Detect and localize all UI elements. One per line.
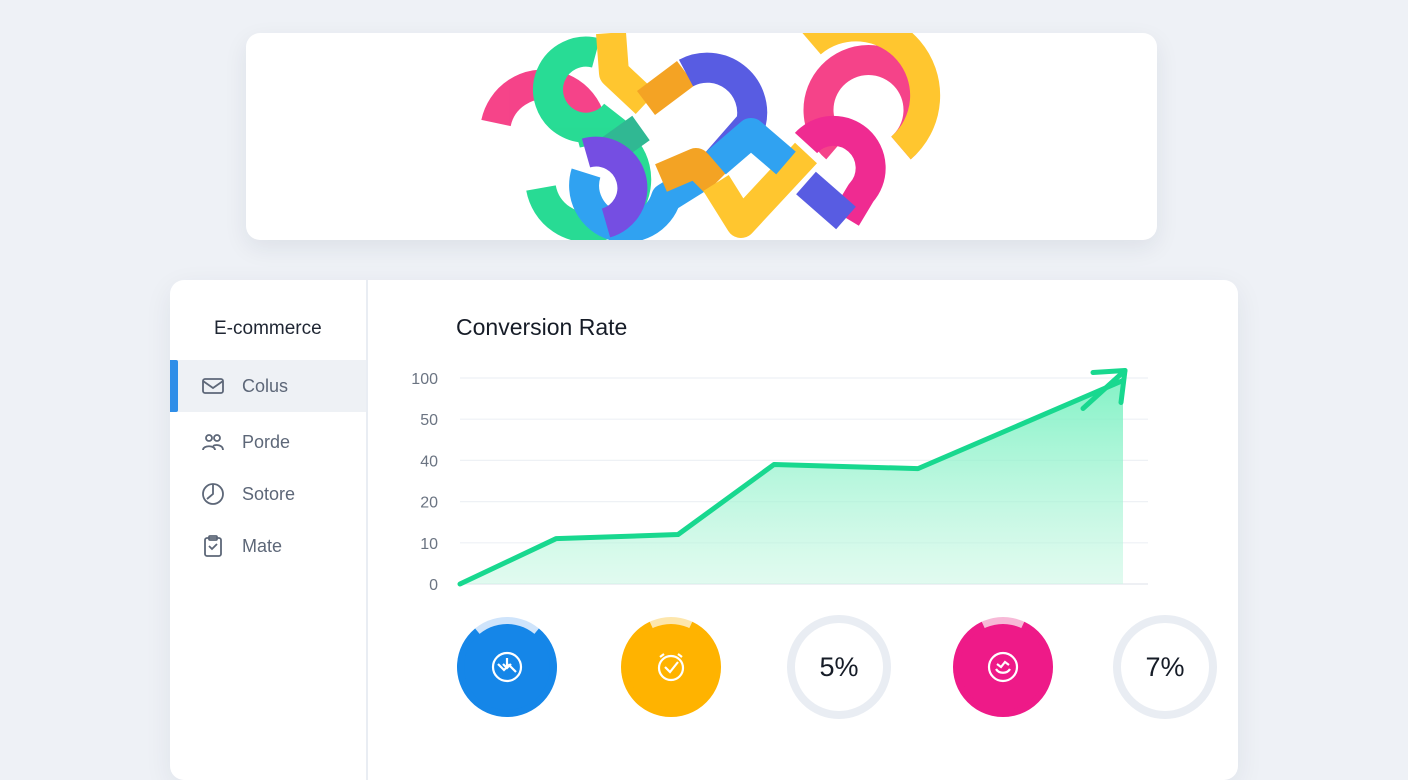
sidebar-item-label: Mate — [242, 535, 283, 556]
y-tick-label: 10 — [420, 536, 438, 553]
y-tick-label: 0 — [429, 577, 438, 594]
pie-chart-icon — [202, 483, 224, 505]
sidebar: E-commerce Colus Porde Sotore — [170, 280, 368, 780]
dashboard-card: E-commerce Colus Porde Sotore — [170, 280, 1238, 780]
kpi-ring-5[interactable]: 7% — [1110, 612, 1220, 722]
y-tick-label: 40 — [420, 453, 438, 470]
sidebar-item-sotore[interactable]: Sotore — [170, 468, 366, 520]
sidebar-item-mate[interactable]: Mate — [170, 520, 366, 572]
kpi-value: 7% — [1145, 651, 1185, 682]
users-icon — [202, 434, 224, 451]
sidebar-item-label: Colus — [242, 375, 289, 396]
smile-chart-icon — [987, 651, 1019, 683]
sidebar-item-porde[interactable]: Porde — [170, 416, 366, 468]
clock-check-icon — [657, 653, 685, 682]
y-tick-label: 100 — [411, 371, 438, 388]
series-line — [457, 377, 1126, 587]
kpi-core — [628, 624, 714, 710]
chart-title: Conversion Rate — [456, 314, 628, 340]
sidebar-title: E-commerce — [214, 318, 322, 339]
y-tick-label: 20 — [420, 495, 438, 512]
colorful-logo-icon — [481, 33, 941, 240]
sidebar-item-label: Sotore — [242, 483, 296, 504]
kpi-core — [960, 624, 1046, 710]
area-fill — [460, 380, 1123, 584]
kpi-ring-4[interactable] — [948, 612, 1058, 722]
sidebar-item-colus[interactable]: Colus — [170, 360, 366, 412]
data-point — [772, 462, 776, 467]
data-point — [676, 532, 680, 537]
kpi-ring-3[interactable]: 5% — [784, 612, 894, 722]
kpi-track — [1113, 615, 1217, 719]
kpi-ring-1[interactable] — [452, 612, 562, 722]
kpi-track — [787, 615, 891, 719]
kpi-value: 5% — [819, 651, 859, 682]
hero-banner — [246, 33, 1157, 240]
kpi-ring-2[interactable] — [616, 612, 726, 722]
mail-icon — [202, 378, 224, 394]
data-point — [458, 582, 462, 586]
main-panel: Conversion Rate 100 50 40 20 10 0 — [368, 280, 1238, 780]
y-tick-label: 50 — [420, 412, 438, 429]
data-point — [554, 536, 558, 541]
sidebar-item-label: Porde — [242, 431, 291, 452]
chart-down-icon — [491, 651, 523, 683]
data-point — [916, 466, 920, 471]
trend-arrow-shaft — [1080, 367, 1128, 411]
clipboard-icon — [204, 535, 222, 557]
